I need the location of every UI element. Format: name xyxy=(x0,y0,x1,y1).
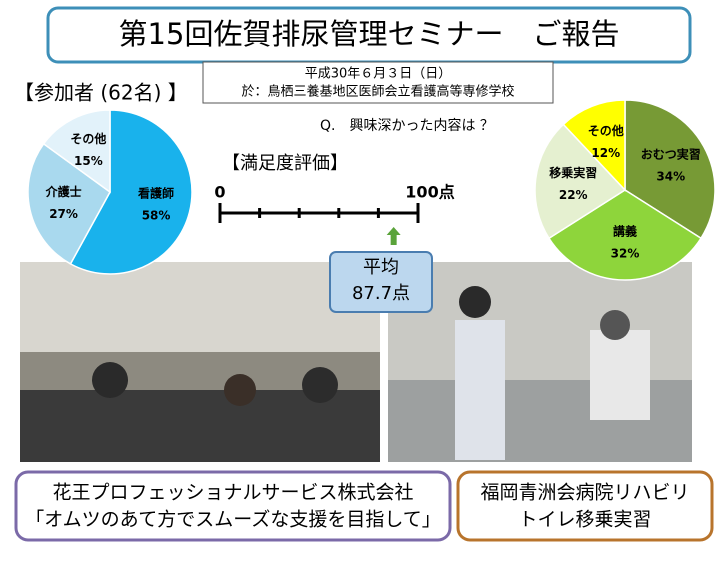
average-arrow xyxy=(386,227,401,245)
slice-label: 移乗実習 xyxy=(549,165,597,180)
slice-label: その他 xyxy=(70,131,106,146)
average-box xyxy=(329,251,433,313)
slice-value: 58% xyxy=(142,208,171,222)
pie-slice xyxy=(534,123,627,240)
footer-box xyxy=(14,470,452,542)
slice-label: 介護士 xyxy=(45,184,82,199)
photo-left xyxy=(20,262,380,462)
pie-slice xyxy=(562,99,626,192)
pie-title: 【参加者 (62名) 】 xyxy=(14,81,188,105)
date: 平成30年６月３日（日） xyxy=(305,67,452,82)
pie-slice xyxy=(69,109,193,275)
scale-title: 【満足度評価】 xyxy=(222,153,348,174)
slice-label: 看護師 xyxy=(138,185,174,200)
slice-label: その他 xyxy=(588,123,624,138)
pie-slice xyxy=(27,142,111,265)
title: 第15回佐賀排尿管理セミナー ご報告 xyxy=(119,17,620,51)
footer-text: 「オムツのあて方でスムーズな支援を目指して」 xyxy=(25,509,441,531)
slice-value: 22% xyxy=(559,188,588,202)
tick-label: 0 xyxy=(214,183,225,202)
slice-label: おむつ実習 xyxy=(641,146,701,161)
average-label: 平均 xyxy=(363,257,399,278)
footer-box xyxy=(456,470,714,542)
venue: 於：鳥栖三養基地区医師会立看護高等専修学校 xyxy=(241,84,514,100)
slice-value: 32% xyxy=(611,247,640,261)
footer-text: 花王プロフェッショナルサービス株式会社 xyxy=(52,482,413,504)
footer-text: トイレ移乗実習 xyxy=(518,509,651,531)
slice-value: 34% xyxy=(656,169,685,183)
average-value: 87.7点 xyxy=(352,283,410,304)
date-box xyxy=(202,61,554,104)
footer-text: 福岡青洲会病院リハビリ xyxy=(480,482,689,504)
pie-slice xyxy=(42,109,111,194)
photo-right xyxy=(388,262,692,462)
pie-slice xyxy=(547,189,703,281)
slice-value: 12% xyxy=(591,146,620,160)
pie-title: Q. 興味深かった内容は ？ xyxy=(320,117,494,134)
tick-label: 100点 xyxy=(405,183,454,202)
slice-value: 15% xyxy=(74,154,103,168)
slice-label: 講義 xyxy=(613,224,637,239)
slice-value: 27% xyxy=(49,207,78,221)
